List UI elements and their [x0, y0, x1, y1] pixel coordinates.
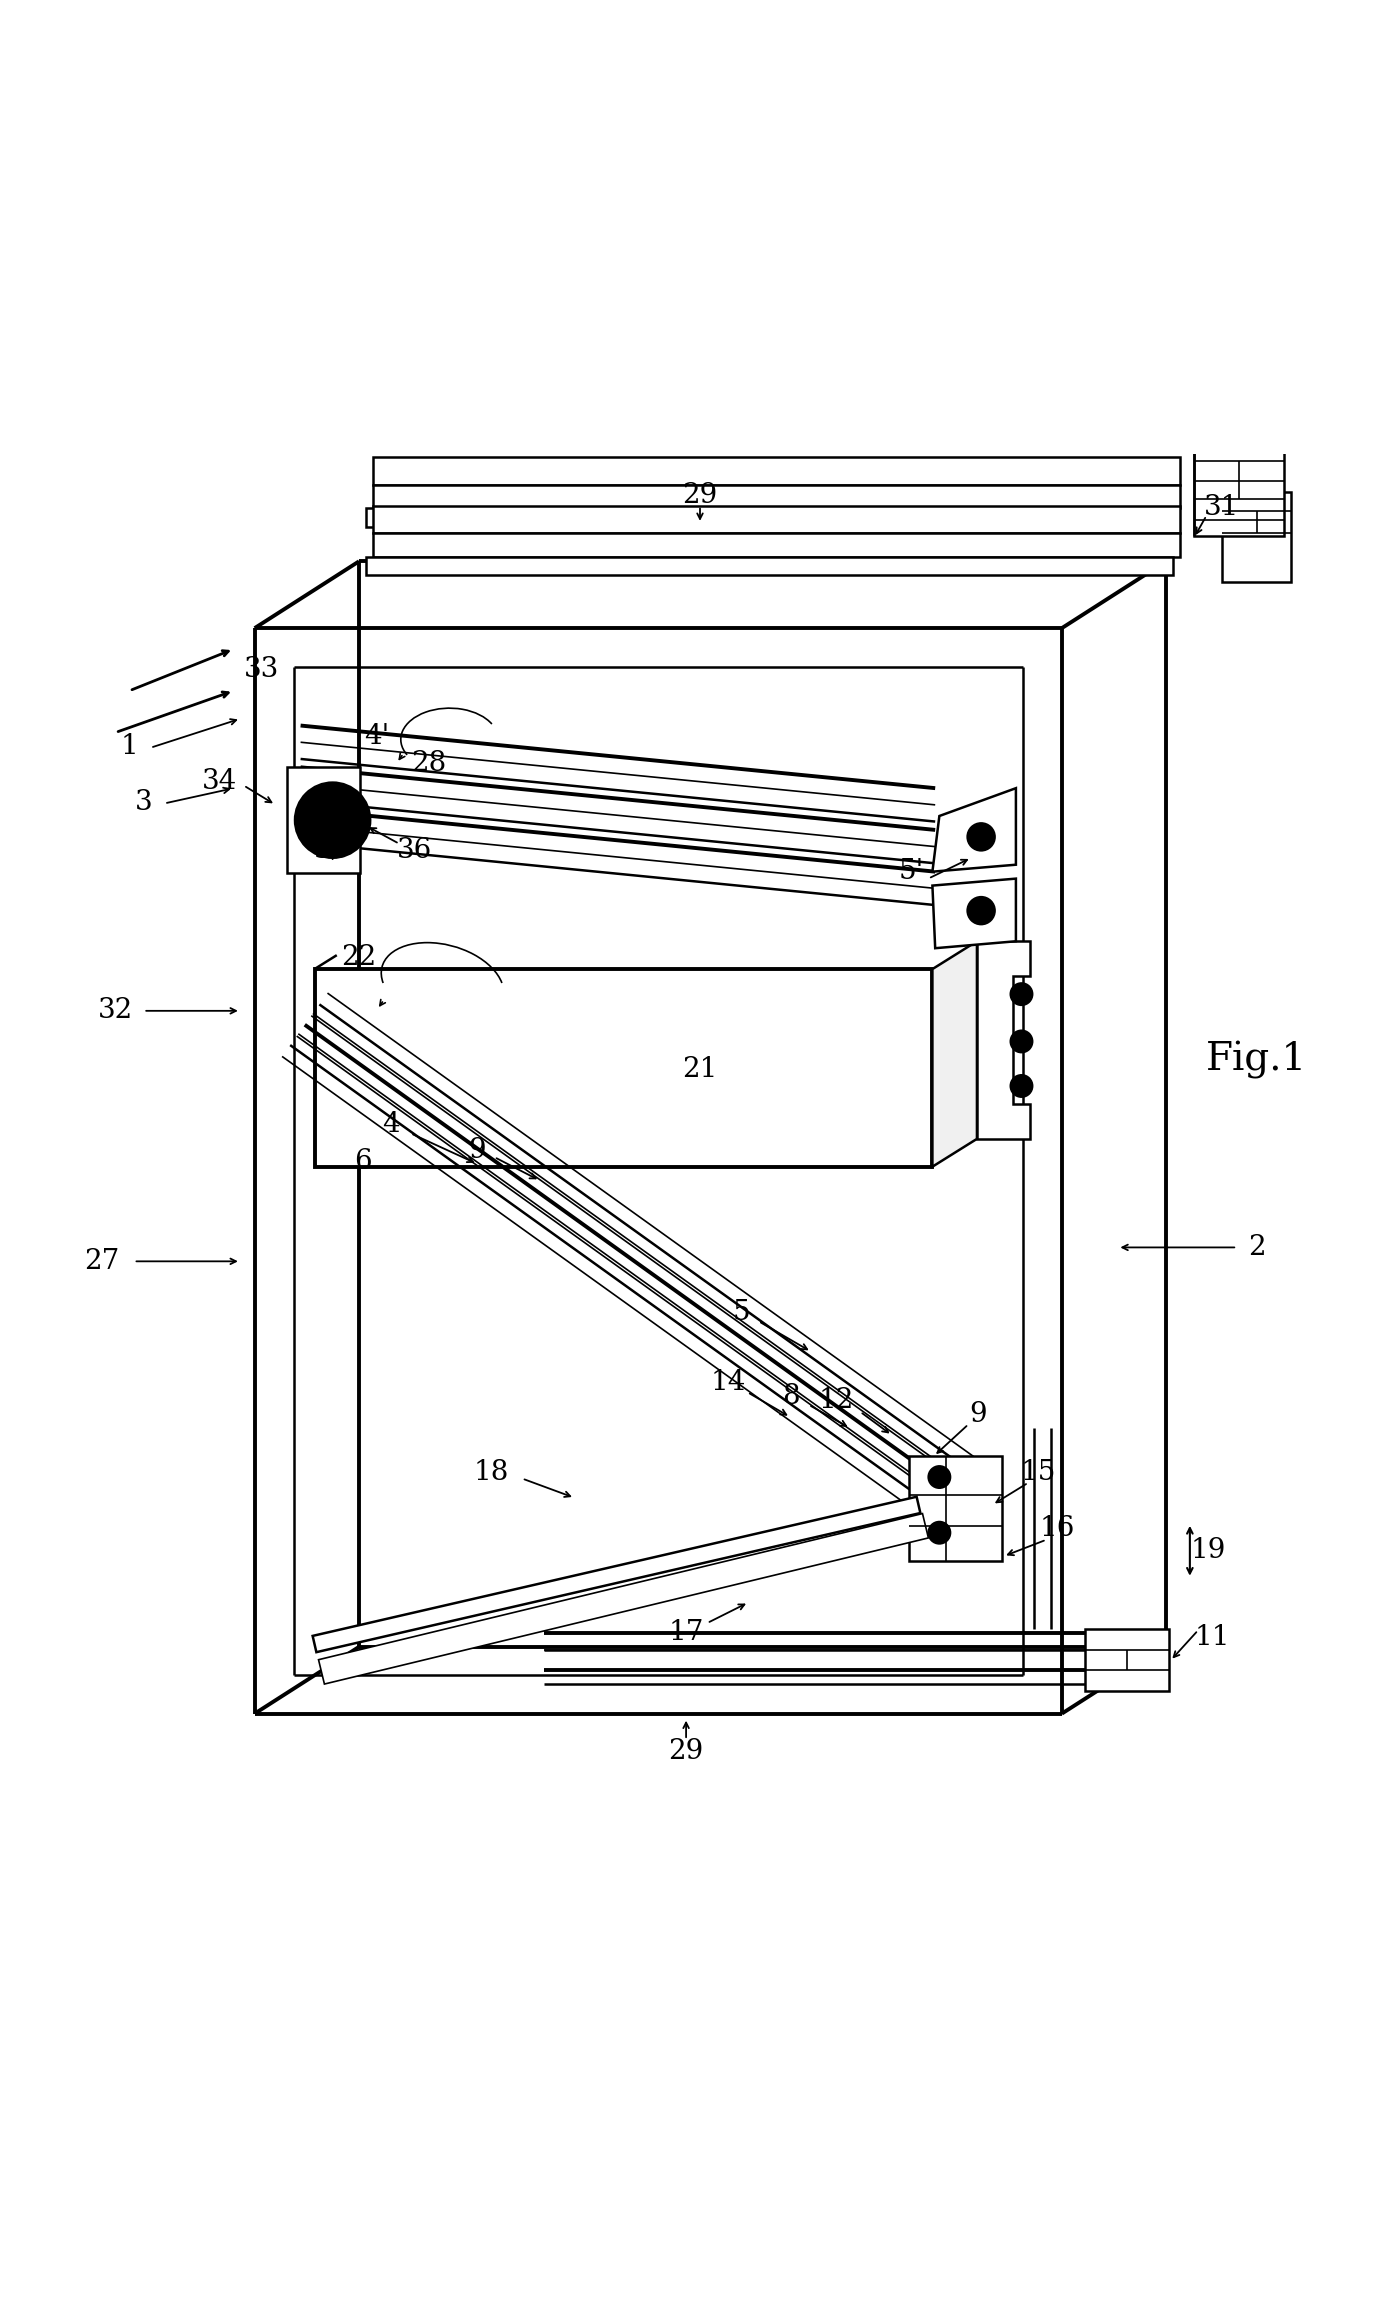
- Circle shape: [928, 1523, 951, 1543]
- Text: 9: 9: [469, 1136, 486, 1164]
- Text: 14: 14: [710, 1368, 746, 1396]
- Circle shape: [1011, 1074, 1033, 1097]
- Polygon shape: [372, 485, 1180, 508]
- Text: Fig.1: Fig.1: [1207, 1040, 1308, 1079]
- Text: 21: 21: [682, 1056, 718, 1083]
- Circle shape: [967, 897, 995, 925]
- Polygon shape: [1085, 1628, 1169, 1690]
- Polygon shape: [365, 508, 1173, 527]
- Text: 8: 8: [781, 1382, 799, 1410]
- Text: 27: 27: [84, 1249, 119, 1274]
- Text: 17: 17: [668, 1619, 704, 1647]
- Polygon shape: [932, 789, 1016, 872]
- Text: 15: 15: [1021, 1460, 1056, 1486]
- Circle shape: [967, 823, 995, 851]
- Text: 32: 32: [98, 998, 133, 1024]
- Circle shape: [1018, 1081, 1026, 1090]
- Circle shape: [315, 803, 350, 837]
- Polygon shape: [372, 458, 1180, 485]
- Text: 36: 36: [398, 837, 433, 865]
- Text: 4': 4': [364, 722, 389, 750]
- Text: 11: 11: [1194, 1624, 1229, 1651]
- Text: 29: 29: [668, 1739, 704, 1764]
- Text: 5: 5: [734, 1299, 750, 1327]
- Polygon shape: [977, 941, 1030, 1138]
- Circle shape: [295, 782, 370, 858]
- Text: 28: 28: [412, 750, 447, 777]
- Text: 19: 19: [1190, 1536, 1225, 1564]
- Circle shape: [1011, 1030, 1033, 1053]
- Polygon shape: [372, 506, 1180, 534]
- Circle shape: [1011, 982, 1033, 1005]
- Text: 12: 12: [819, 1387, 854, 1414]
- Polygon shape: [319, 1513, 928, 1684]
- Circle shape: [1018, 1037, 1026, 1046]
- Polygon shape: [365, 557, 1173, 575]
- Polygon shape: [1194, 444, 1284, 536]
- Text: 31: 31: [1204, 494, 1239, 520]
- Text: 1: 1: [120, 734, 139, 759]
- Circle shape: [928, 1465, 951, 1488]
- Text: 2: 2: [1247, 1233, 1266, 1260]
- Polygon shape: [312, 1497, 920, 1651]
- Text: 3: 3: [134, 789, 153, 816]
- Text: 18: 18: [473, 1460, 510, 1486]
- Polygon shape: [909, 1456, 1002, 1559]
- Text: 35: 35: [314, 837, 349, 865]
- Text: 34: 34: [202, 768, 238, 796]
- Text: 5': 5': [899, 858, 924, 886]
- Polygon shape: [932, 941, 977, 1166]
- Polygon shape: [932, 879, 1016, 948]
- Text: 33: 33: [244, 656, 279, 683]
- Text: 4: 4: [382, 1111, 400, 1138]
- Text: 6: 6: [354, 1148, 372, 1175]
- Text: 22: 22: [342, 945, 377, 971]
- Polygon shape: [315, 968, 932, 1166]
- Text: 9: 9: [970, 1401, 987, 1428]
- Text: 16: 16: [1040, 1516, 1075, 1541]
- Polygon shape: [287, 768, 360, 874]
- Text: 29: 29: [682, 483, 718, 508]
- Polygon shape: [372, 534, 1180, 557]
- Polygon shape: [1222, 492, 1291, 582]
- Circle shape: [1018, 989, 1026, 998]
